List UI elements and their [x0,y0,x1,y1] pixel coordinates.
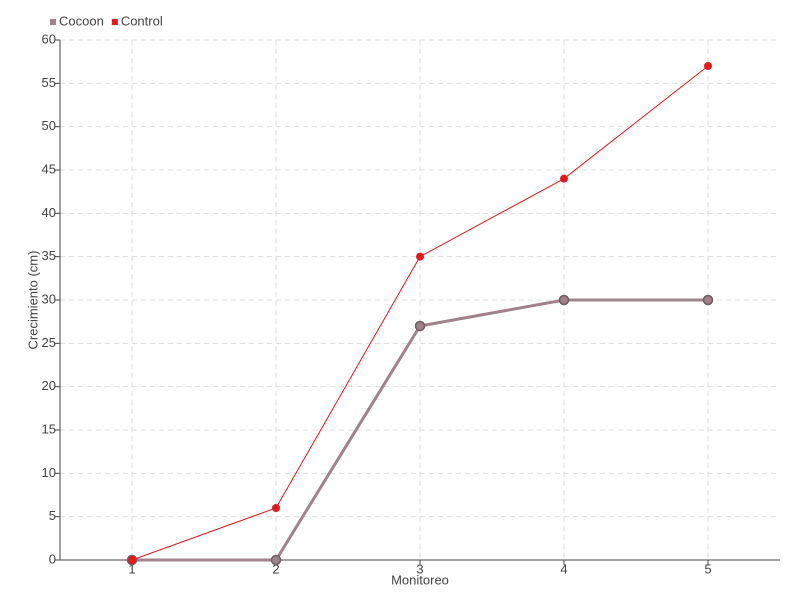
y-tick-label: 45 [42,161,56,176]
legend-label: Control [121,13,163,28]
legend-swatch [111,19,118,25]
data-point [272,504,280,512]
data-point [414,320,426,332]
data-point [560,174,568,183]
legend-label: Cocoon [59,13,104,28]
data-point [702,294,714,306]
x-tick-label: 3 [416,561,423,576]
y-tick-label: 30 [42,291,56,306]
y-tick-label: 20 [42,378,56,393]
y-tick-label: 10 [42,465,56,480]
y-tick-label: 25 [42,335,56,350]
data-point [128,556,136,564]
x-tick-label: 2 [272,561,279,576]
y-tick-label: 35 [42,248,56,263]
y-tick-label: 0 [49,551,56,566]
y-tick-label: 5 [49,508,56,523]
y-tick-label: 15 [42,421,56,436]
x-tick-label: 1 [128,561,135,576]
data-point [704,62,712,70]
x-axis-label: Monitoreo [391,572,449,587]
data-point [270,554,282,566]
x-tick-label: 5 [704,561,711,576]
legend-swatch [50,19,56,25]
x-tick-label: 4 [560,561,567,576]
data-point [558,294,570,306]
y-tick-label: 50 [42,118,56,133]
data-point [416,252,424,261]
y-axis-label: Crecimiento (cm) [25,251,40,350]
y-tick-label: 40 [42,205,56,220]
y-tick-label: 60 [42,31,56,46]
y-tick-label: 55 [42,75,56,90]
